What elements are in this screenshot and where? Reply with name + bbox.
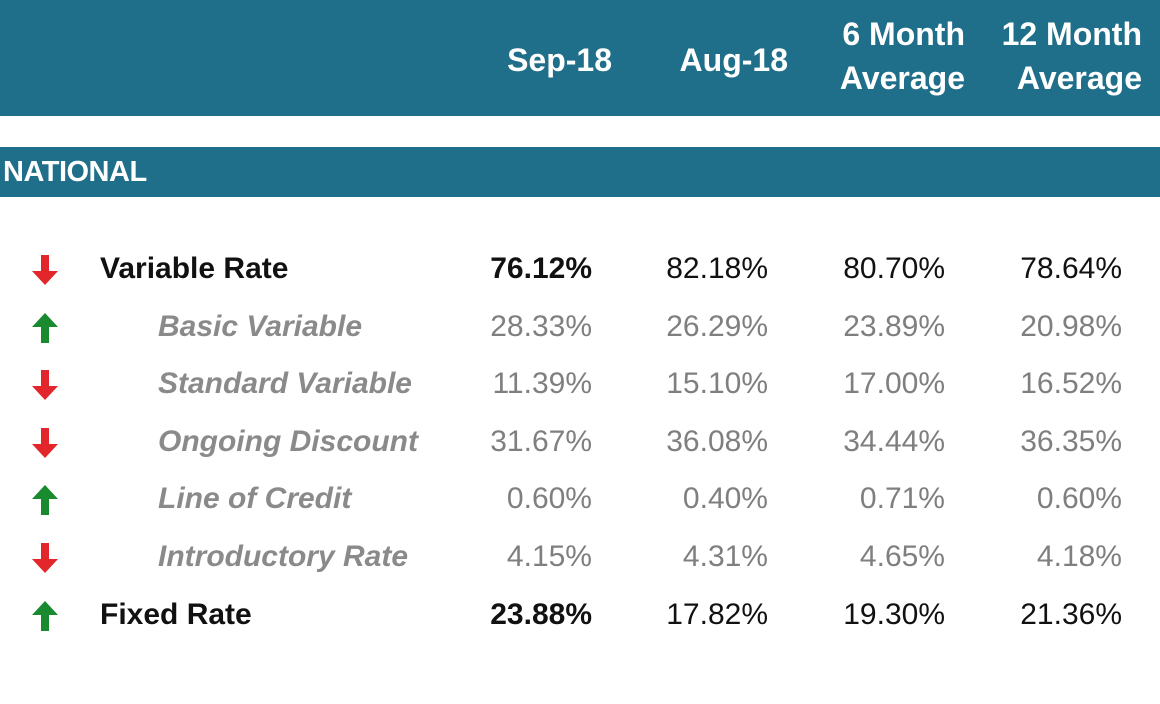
value-cell-12-month-average: 36.35%: [1020, 425, 1122, 458]
table-row: Standard Variable 11.39% 15.10% 17.00% 16.52…: [0, 358, 1160, 416]
value-cell-aug-18: 17.82%: [666, 598, 768, 631]
row-label: Line of Credit: [158, 482, 352, 515]
value-cell-6-month-average: 80.70%: [843, 252, 945, 285]
value-cell-sep-18: 28.33%: [490, 310, 592, 343]
value-cell-sep-18: 31.67%: [490, 425, 592, 458]
section-label: NATIONAL: [3, 156, 147, 188]
table-row: Ongoing Discount 31.67% 36.08% 34.44% 36.35%: [0, 416, 1160, 474]
value-cell-12-month-average: 0.60%: [1036, 482, 1122, 515]
value-cell-12-month-average: 4.18%: [1036, 540, 1122, 573]
row-label: Variable Rate: [100, 252, 289, 285]
value-cell-6-month-average: 23.89%: [843, 310, 945, 343]
arrow-down-icon: [32, 255, 58, 285]
value-cell-12-month-average: 20.98%: [1020, 310, 1122, 343]
value-cell-aug-18: 26.29%: [666, 310, 768, 343]
value-cell-sep-18: 4.15%: [506, 540, 592, 573]
row-label: Basic Variable: [158, 310, 363, 343]
arrow-down-icon: [32, 370, 58, 400]
table-row: Line of Credit 0.60% 0.40% 0.71% 0.60%: [0, 473, 1160, 531]
value-cell-6-month-average: 17.00%: [843, 367, 945, 400]
table-row: Variable Rate 76.12% 82.18% 80.70% 78.64%: [0, 243, 1160, 301]
arrow-down-icon: [32, 543, 58, 573]
value-cell-sep-18: 76.12%: [490, 252, 592, 285]
value-cell-sep-18: 23.88%: [490, 598, 592, 631]
arrow-up-icon: [32, 601, 58, 631]
row-label: Ongoing Discount: [158, 425, 418, 458]
value-cell-sep-18: 0.60%: [506, 482, 592, 515]
value-cell-12-month-average: 16.52%: [1020, 367, 1122, 400]
value-cell-6-month-average: 19.30%: [843, 598, 945, 631]
column-header-sep-18: Sep-18: [507, 42, 612, 78]
value-cell-aug-18: 4.31%: [682, 540, 768, 573]
value-cell-aug-18: 82.18%: [666, 252, 768, 285]
section-header-bar: NATIONAL: [0, 147, 1160, 197]
arrow-down-icon: [32, 428, 58, 458]
value-cell-12-month-average: 78.64%: [1020, 252, 1122, 285]
value-cell-6-month-average: 0.71%: [859, 482, 945, 515]
value-cell-6-month-average: 4.65%: [859, 540, 945, 573]
value-cell-12-month-average: 21.36%: [1020, 598, 1122, 631]
arrow-up-icon: [32, 313, 58, 343]
arrow-up-icon: [32, 485, 58, 515]
value-cell-6-month-average: 34.44%: [843, 425, 945, 458]
value-cell-aug-18: 15.10%: [666, 367, 768, 400]
column-header-aug-18: Aug-18: [679, 42, 788, 78]
column-header-12-month-average: 12 Month Average: [1001, 16, 1142, 96]
table-row: Basic Variable 28.33% 26.29% 23.89% 20.98%: [0, 301, 1160, 359]
table-row: Fixed Rate 23.88% 17.82% 19.30% 21.36%: [0, 589, 1160, 647]
value-cell-aug-18: 36.08%: [666, 425, 768, 458]
row-label: Fixed Rate: [100, 598, 252, 631]
column-header-bar: Sep-18 Aug-18 6 Month Average 12 Month A…: [0, 0, 1160, 116]
value-cell-aug-18: 0.40%: [682, 482, 768, 515]
row-label: Standard Variable: [158, 367, 412, 400]
table-row: Introductory Rate 4.15% 4.31% 4.65% 4.18%: [0, 531, 1160, 589]
row-label: Introductory Rate: [158, 540, 409, 573]
column-header-6-month-average: 6 Month Average: [839, 16, 965, 96]
value-cell-sep-18: 11.39%: [492, 367, 592, 400]
